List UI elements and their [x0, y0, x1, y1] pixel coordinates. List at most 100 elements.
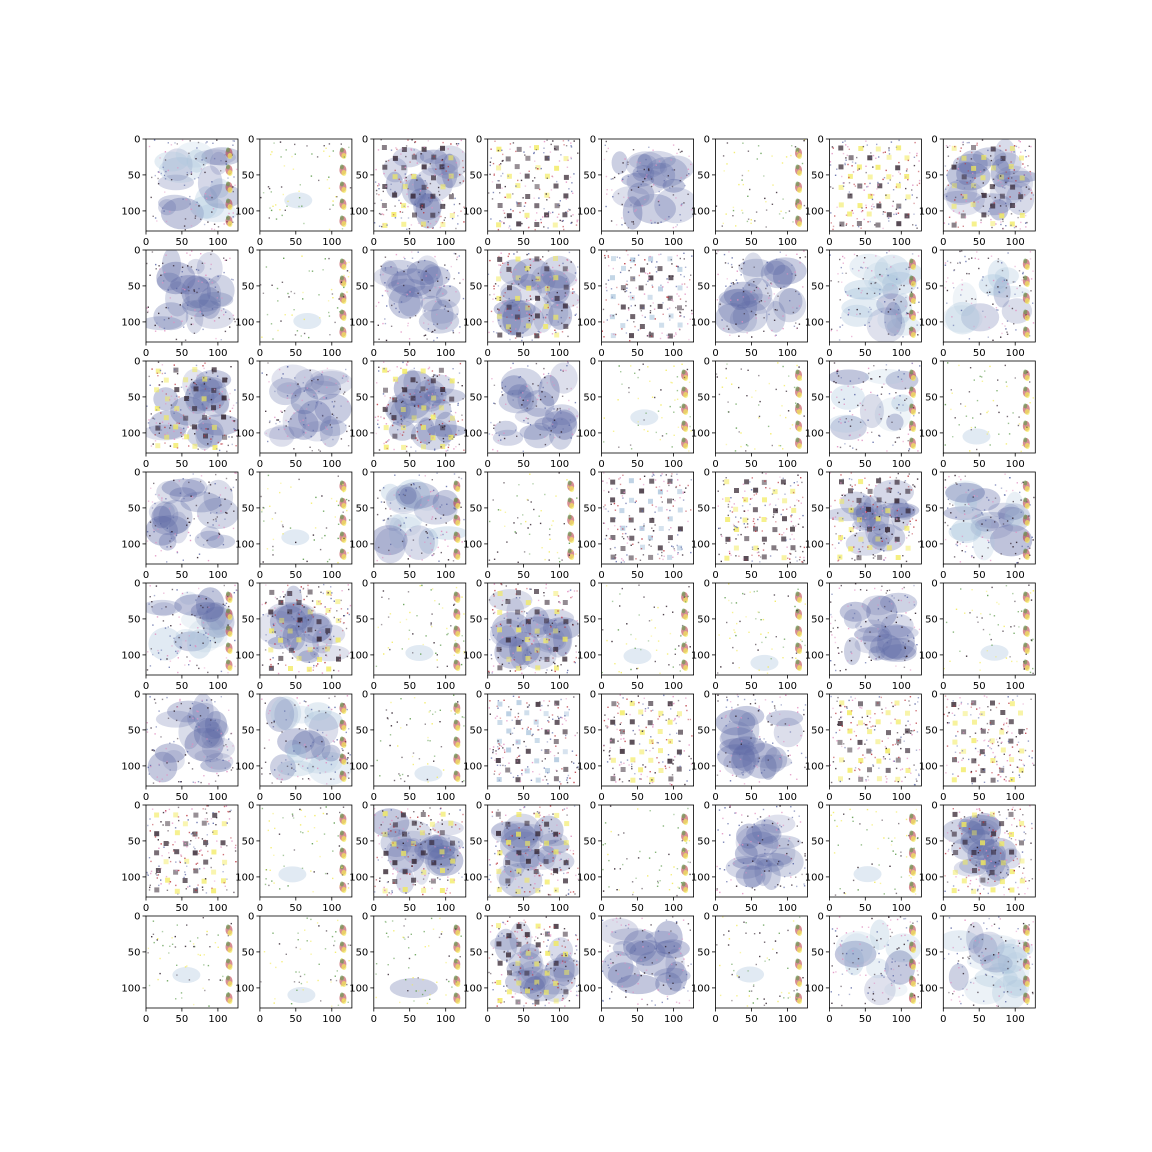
y-tick-label: 0	[818, 135, 824, 146]
y-tick-label: 0	[134, 579, 140, 590]
x-tick-label: 50	[403, 681, 416, 692]
x-tick-label: 100	[436, 348, 455, 359]
image-panel: 0 50 100 0 50 100	[919, 690, 1036, 803]
x-tick-label: 0	[826, 570, 832, 581]
y-tick-label: 0	[248, 468, 254, 479]
y-tick-label: 50	[128, 725, 141, 736]
y-tick-label: 0	[704, 801, 710, 812]
image-panel: 0 50 100 0 50 100	[349, 135, 467, 248]
axes-frame	[373, 471, 467, 565]
generated-image	[146, 805, 238, 897]
y-tick-label: 100	[463, 983, 482, 994]
image-panel: 0 50 100 0 50 100	[919, 801, 1036, 914]
x-tick-label: 50	[631, 348, 644, 359]
x-tick-label: 0	[257, 903, 263, 914]
axes-frame	[601, 471, 694, 565]
generated-image	[373, 805, 466, 897]
image-panel: 0 50 100 0 50 100	[919, 246, 1036, 359]
y-tick-label: 100	[805, 872, 824, 883]
x-tick-label: 100	[322, 792, 341, 803]
x-tick-label: 0	[712, 459, 718, 470]
image-panel: 0 50 100 0 50 100	[577, 690, 694, 803]
y-tick-label: 50	[128, 947, 141, 958]
x-tick-label: 100	[208, 237, 227, 248]
y-tick-label: 0	[134, 357, 140, 368]
y-tick-label: 100	[577, 761, 596, 772]
x-tick-label: 100	[550, 348, 569, 359]
x-tick-label: 50	[403, 348, 416, 359]
y-tick-label: 0	[476, 246, 482, 257]
y-tick-label: 50	[469, 392, 482, 403]
y-tick-label: 100	[805, 761, 824, 772]
x-tick-label: 100	[436, 903, 455, 914]
y-tick-label: 50	[925, 503, 938, 514]
y-tick-label: 100	[463, 761, 482, 772]
image-panel: 0 50 100 0 50 100	[235, 579, 353, 692]
y-tick-label: 50	[242, 725, 255, 736]
x-tick-label: 100	[322, 459, 341, 470]
y-tick-label: 100	[463, 317, 482, 328]
image-panel: 0 50 100 0 50 100	[577, 801, 694, 914]
y-tick-label: 100	[235, 983, 254, 994]
x-tick-label: 50	[745, 681, 758, 692]
axes-frame	[145, 471, 239, 565]
x-tick-label: 0	[143, 681, 149, 692]
y-tick-label: 0	[818, 468, 824, 479]
image-panel: 0 50 100 0 50 100	[349, 579, 467, 692]
y-tick-label: 50	[811, 503, 824, 514]
x-tick-label: 0	[826, 681, 832, 692]
y-tick-label: 100	[349, 761, 368, 772]
x-tick-label: 0	[143, 348, 149, 359]
generated-image	[943, 139, 1036, 231]
axes-frame	[487, 360, 581, 454]
x-tick-label: 0	[826, 459, 832, 470]
x-tick-label: 100	[1006, 1014, 1025, 1025]
x-tick-label: 100	[892, 237, 911, 248]
x-tick-label: 50	[403, 1014, 416, 1025]
x-tick-label: 100	[322, 348, 341, 359]
y-tick-label: 0	[590, 135, 596, 146]
y-tick-label: 100	[919, 206, 938, 217]
image-panel: 0 50 100 0 50 100	[463, 912, 581, 1025]
x-tick-label: 100	[778, 1014, 797, 1025]
x-tick-label: 100	[550, 237, 569, 248]
x-tick-label: 100	[322, 681, 341, 692]
y-tick-label: 0	[931, 135, 937, 146]
axes-frame	[145, 693, 239, 787]
y-tick-label: 0	[704, 690, 710, 701]
x-tick-label: 0	[712, 792, 718, 803]
x-tick-label: 0	[371, 1014, 377, 1025]
x-tick-label: 50	[289, 1014, 302, 1025]
y-tick-label: 0	[704, 912, 710, 923]
image-panel: 0 50 100 0 50 100	[349, 357, 467, 470]
x-tick-label: 0	[371, 348, 377, 359]
x-tick-label: 100	[208, 681, 227, 692]
image-panel: 0 50 100 0 50 100	[805, 801, 922, 914]
y-tick-label: 100	[235, 872, 254, 883]
axes-frame	[145, 249, 239, 343]
x-tick-label: 0	[940, 1014, 946, 1025]
generated-image	[373, 583, 466, 675]
x-tick-label: 50	[973, 348, 986, 359]
x-tick-label: 0	[826, 1014, 832, 1025]
x-tick-label: 100	[1006, 681, 1025, 692]
x-tick-label: 100	[664, 459, 683, 470]
y-tick-label: 0	[248, 135, 254, 146]
axes-frame	[942, 693, 1036, 787]
x-tick-label: 50	[631, 570, 644, 581]
x-tick-label: 50	[631, 1014, 644, 1025]
y-tick-label: 50	[925, 836, 938, 847]
image-panel: 0 50 100 0 50 100	[691, 357, 808, 470]
image-panel: 0 50 100 0 50 100	[235, 246, 353, 359]
axes-frame	[829, 582, 922, 676]
axes-frame	[373, 582, 467, 676]
y-tick-label: 100	[349, 650, 368, 661]
x-tick-label: 50	[631, 237, 644, 248]
y-tick-label: 0	[362, 468, 368, 479]
y-tick-label: 50	[242, 281, 255, 292]
y-tick-label: 100	[121, 317, 140, 328]
image-panel: 0 50 100 0 50 100	[805, 357, 922, 470]
axes-frame	[942, 138, 1036, 232]
axes-frame	[829, 804, 922, 898]
